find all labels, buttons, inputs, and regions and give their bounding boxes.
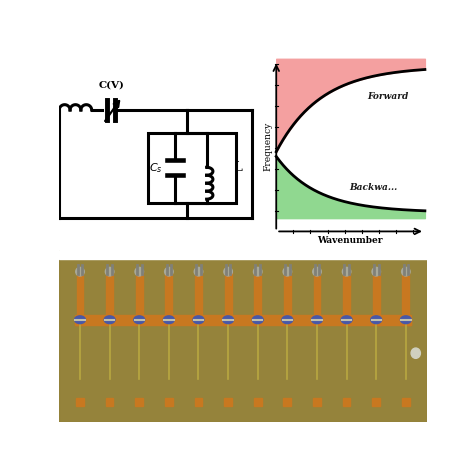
- Bar: [195, 398, 202, 406]
- Bar: [76, 272, 83, 315]
- Ellipse shape: [224, 267, 232, 276]
- Ellipse shape: [164, 267, 173, 276]
- Bar: [134, 318, 144, 325]
- Ellipse shape: [135, 267, 144, 276]
- Text: Forward: Forward: [367, 91, 408, 100]
- Ellipse shape: [313, 267, 321, 276]
- Ellipse shape: [223, 316, 234, 324]
- Ellipse shape: [164, 316, 174, 324]
- Ellipse shape: [193, 316, 204, 324]
- Ellipse shape: [254, 267, 262, 276]
- Ellipse shape: [194, 267, 203, 276]
- Ellipse shape: [104, 316, 115, 324]
- Bar: [254, 272, 261, 315]
- Text: L: L: [234, 161, 242, 174]
- Ellipse shape: [401, 316, 411, 324]
- Bar: [136, 272, 143, 315]
- Bar: [225, 272, 232, 315]
- Ellipse shape: [342, 267, 351, 276]
- Bar: [343, 272, 350, 315]
- Bar: [136, 398, 143, 406]
- Bar: [373, 398, 380, 406]
- Bar: [401, 318, 411, 325]
- Ellipse shape: [282, 316, 293, 324]
- Bar: [75, 318, 85, 325]
- Ellipse shape: [401, 267, 410, 276]
- Ellipse shape: [105, 267, 114, 276]
- Ellipse shape: [134, 316, 145, 324]
- Ellipse shape: [341, 316, 352, 324]
- Bar: [253, 318, 263, 325]
- Bar: [284, 272, 291, 315]
- Bar: [343, 398, 350, 406]
- Bar: [254, 398, 262, 406]
- Bar: [59, 250, 427, 259]
- Bar: [402, 398, 410, 406]
- Text: $C_s$: $C_s$: [149, 161, 162, 175]
- Bar: [105, 318, 115, 325]
- Ellipse shape: [76, 267, 84, 276]
- Bar: [342, 318, 352, 325]
- Bar: [106, 272, 113, 315]
- Ellipse shape: [252, 316, 263, 324]
- Bar: [106, 398, 113, 406]
- Ellipse shape: [311, 316, 322, 324]
- Ellipse shape: [372, 267, 381, 276]
- Ellipse shape: [74, 316, 85, 324]
- Text: Frequency: Frequency: [263, 121, 272, 171]
- Ellipse shape: [283, 267, 292, 276]
- Bar: [283, 318, 292, 325]
- Bar: [75, 315, 411, 325]
- Bar: [223, 318, 233, 325]
- Text: Backwa...: Backwa...: [350, 182, 398, 191]
- Bar: [371, 318, 381, 325]
- Bar: [402, 272, 410, 315]
- Ellipse shape: [411, 348, 420, 358]
- Text: C(V): C(V): [99, 80, 124, 89]
- Bar: [373, 272, 380, 315]
- Bar: [193, 318, 203, 325]
- Bar: [283, 398, 291, 406]
- Bar: [312, 318, 322, 325]
- Ellipse shape: [371, 316, 382, 324]
- Bar: [195, 272, 202, 315]
- Bar: [313, 272, 320, 315]
- Bar: [313, 398, 321, 406]
- Text: Wavenumber: Wavenumber: [317, 236, 383, 245]
- Bar: [165, 272, 173, 315]
- Bar: [165, 398, 173, 406]
- Bar: [224, 398, 232, 406]
- Bar: [164, 318, 174, 325]
- Bar: [76, 398, 84, 406]
- Bar: [148, 133, 236, 203]
